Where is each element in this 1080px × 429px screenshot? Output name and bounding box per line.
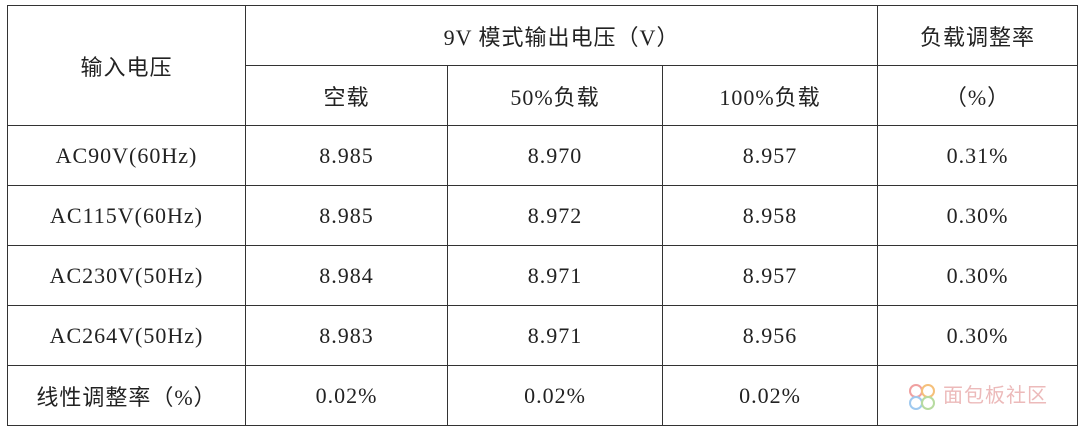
table-row: 线性调整率（%） 0.02% 0.02% 0.02% 面包板社区 <box>7 365 1079 426</box>
table-cell: 8.983 <box>245 305 448 366</box>
header-cell: （%） <box>877 65 1079 126</box>
table-cell: 8.972 <box>447 185 663 246</box>
table-cell: 8.985 <box>245 185 448 246</box>
table-row: AC115V(60Hz) 8.985 8.972 8.958 0.30% <box>7 185 1079 246</box>
header-cell: 空载 <box>245 65 448 126</box>
table-row: AC264V(50Hz) 8.983 8.971 8.956 0.30% <box>7 305 1079 366</box>
table-row: AC230V(50Hz) 8.984 8.971 8.957 0.30% <box>7 245 1079 306</box>
table-cell: 8.971 <box>447 305 663 366</box>
table-cell: 8.985 <box>245 125 448 186</box>
table-cell: AC264V(50Hz) <box>7 305 246 366</box>
header-cell: 100%负载 <box>661 65 879 126</box>
table-cell: 8.956 <box>661 305 879 366</box>
table-cell: AC115V(60Hz) <box>7 185 246 246</box>
header-cell: 9V 模式输出电压（V） <box>244 5 879 66</box>
header-cell: 输入电压 <box>7 5 246 126</box>
table-cell: 8.971 <box>447 245 663 306</box>
watermark-cell: 面包板社区 <box>877 365 1079 426</box>
data-table: 输入电压 9V 模式输出电压（V） 负载调整率 空载 50%负载 100%负载 … <box>7 5 1079 426</box>
table-cell: 0.02% <box>245 365 448 426</box>
table-cell: 8.958 <box>661 185 879 246</box>
table-cell: 0.30% <box>877 305 1079 366</box>
header-row: 输入电压 9V 模式输出电压（V） 负载调整率 <box>7 5 1079 126</box>
table-cell: 8.957 <box>661 245 879 306</box>
table-cell: 0.30% <box>877 185 1079 246</box>
watermark-logo <box>909 383 936 410</box>
table-cell: 0.02% <box>447 365 663 426</box>
watermark-text: 面包板社区 <box>943 383 1049 408</box>
header-cell: 负载调整率 <box>877 5 1079 66</box>
table-row: AC90V(60Hz) 8.985 8.970 8.957 0.31% <box>7 125 1079 186</box>
table-cell: AC230V(50Hz) <box>7 245 246 306</box>
table-cell: 8.984 <box>245 245 448 306</box>
table-cell: 0.30% <box>877 245 1079 306</box>
table-cell: 8.970 <box>447 125 663 186</box>
header-cell: 50%负载 <box>447 65 663 126</box>
table-cell: 0.31% <box>877 125 1079 186</box>
table-cell: 0.02% <box>661 365 879 426</box>
table-body: AC90V(60Hz) 8.985 8.970 8.957 0.31% AC115V(60… <box>7 125 1079 426</box>
table-cell: 8.957 <box>661 125 879 186</box>
table-cell: 线性调整率（%） <box>7 365 246 426</box>
table-cell: AC90V(60Hz) <box>7 125 246 186</box>
